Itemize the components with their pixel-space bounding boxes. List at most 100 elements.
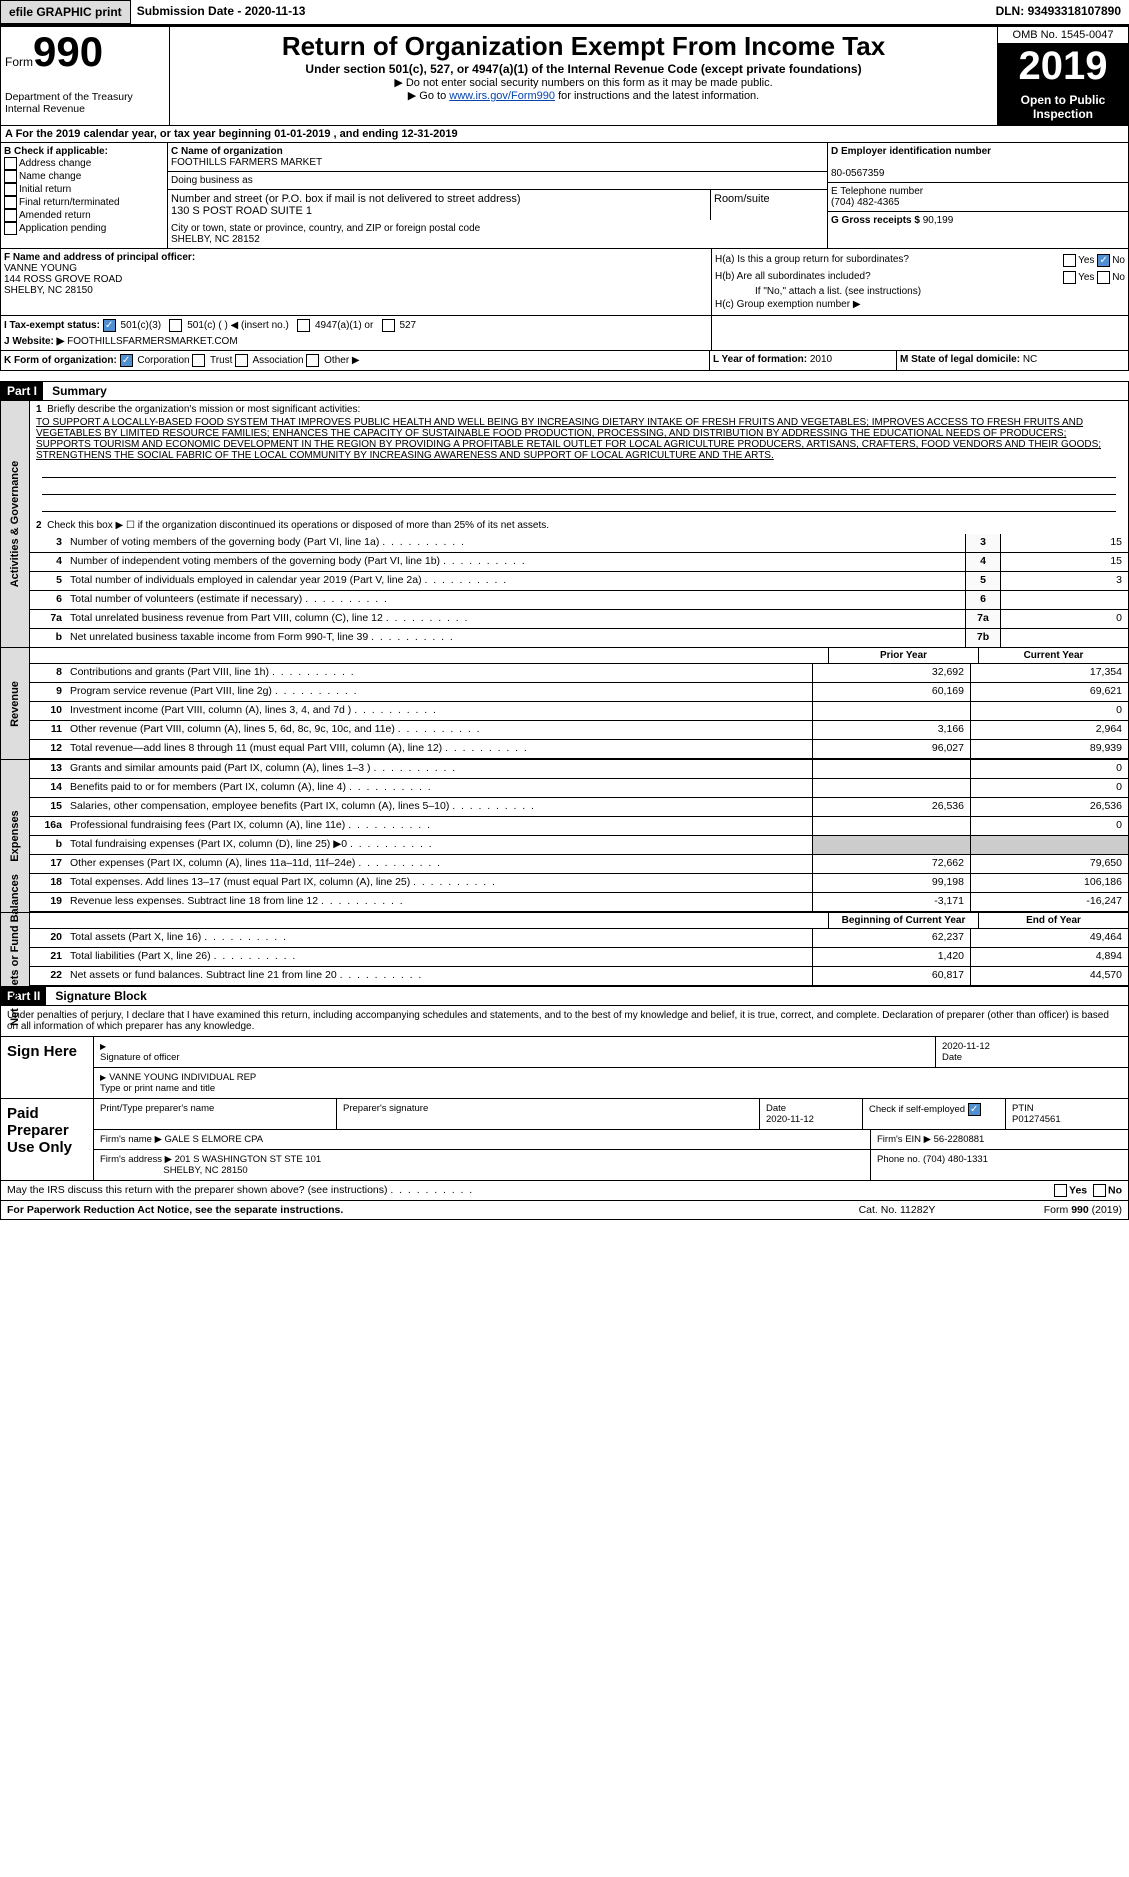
submission-date-label: Submission Date - 2020-11-13	[131, 0, 312, 24]
section-FH: F Name and address of principal officer:…	[0, 249, 1129, 316]
sign-here-label: Sign Here	[1, 1037, 94, 1098]
chk-amended-return[interactable]	[4, 209, 17, 222]
J-label: J Website: ▶	[4, 336, 64, 347]
officer-addr: 144 ROSS GROVE ROAD	[4, 274, 122, 285]
chk-discuss-yes[interactable]	[1054, 1184, 1067, 1197]
row-A: A For the 2019 calendar year, or tax yea…	[0, 126, 1129, 143]
chk-trust[interactable]	[192, 354, 205, 367]
M-label: M State of legal domicile:	[900, 354, 1020, 365]
chk-self-employed[interactable]	[968, 1103, 981, 1116]
ssn-note: ▶ Do not enter social security numbers o…	[174, 76, 993, 89]
line-16a: 16aProfessional fundraising fees (Part I…	[30, 817, 1128, 836]
vlabel-netassets: Net Assets or Fund Balances	[1, 913, 30, 986]
line-21: 21Total liabilities (Part X, line 26)1,4…	[30, 948, 1128, 967]
line-13: 13Grants and similar amounts paid (Part …	[30, 760, 1128, 779]
year-formation: 2010	[810, 354, 832, 365]
chk-Hb-yes[interactable]	[1063, 271, 1076, 284]
line-18: 18Total expenses. Add lines 13–17 (must …	[30, 874, 1128, 893]
irs-link[interactable]: www.irs.gov/Form990	[449, 90, 555, 102]
chk-other[interactable]	[306, 354, 319, 367]
preparer-sig-label: Preparer's signature	[337, 1099, 760, 1129]
chk-final-return[interactable]	[4, 196, 17, 209]
vlabel-ag: Activities & Governance	[1, 401, 30, 647]
part2-label: Part II	[1, 987, 46, 1005]
line-4: 4Number of independent voting members of…	[30, 553, 1128, 572]
chk-app-pending[interactable]	[4, 222, 17, 235]
officer-print-name: VANNE YOUNG INDIVIDUAL REP	[109, 1072, 256, 1083]
line-15: 15Salaries, other compensation, employee…	[30, 798, 1128, 817]
firm-phone: (704) 480-1331	[923, 1154, 988, 1165]
line-19: 19Revenue less expenses. Subtract line 1…	[30, 893, 1128, 912]
chk-4947[interactable]	[297, 319, 310, 332]
chk-initial-return[interactable]	[4, 183, 17, 196]
F-label: F Name and address of principal officer:	[4, 252, 195, 263]
ein-value: 80-0567359	[831, 168, 884, 179]
I-label: I Tax-exempt status:	[4, 320, 100, 331]
phone-value: (704) 482-4365	[831, 197, 899, 208]
K-label: K Form of organization:	[4, 355, 117, 366]
org-city: SHELBY, NC 28152	[171, 234, 260, 245]
line-1: 1 Briefly describe the organization's mi…	[30, 401, 1128, 517]
section-IJ: I Tax-exempt status: 501(c)(3) 501(c) ( …	[0, 316, 1129, 351]
D-label: D Employer identification number	[831, 146, 991, 157]
line-b: bTotal fundraising expenses (Part IX, co…	[30, 836, 1128, 855]
discuss-row: May the IRS discuss this return with the…	[0, 1181, 1129, 1201]
revenue-section: Revenue Prior YearCurrent Year 8Contribu…	[0, 648, 1129, 760]
col-C: C Name of organizationFOOTHILLS FARMERS …	[168, 143, 828, 248]
chk-Ha-yes[interactable]	[1063, 254, 1076, 267]
chk-corp[interactable]	[120, 354, 133, 367]
part1-label: Part I	[1, 382, 43, 400]
chk-address-change[interactable]	[4, 157, 17, 170]
firm-address: 201 S WASHINGTON ST STE 101	[175, 1154, 322, 1165]
section-BCD: B Check if applicable: Address change Na…	[0, 143, 1129, 249]
chk-501c3[interactable]	[103, 319, 116, 332]
net-assets-section: Net Assets or Fund Balances Beginning of…	[0, 913, 1129, 987]
section-KLM: K Form of organization: Corporation Trus…	[0, 351, 1129, 371]
chk-501c[interactable]	[169, 319, 182, 332]
header-left: Form990 Department of the Treasury Inter…	[1, 27, 170, 125]
line-14: 14Benefits paid to or for members (Part …	[30, 779, 1128, 798]
form-title: Return of Organization Exempt From Incom…	[174, 31, 993, 62]
col-exempt-note	[712, 316, 1128, 350]
part1-header: Part I Summary	[0, 381, 1129, 401]
chk-name-change[interactable]	[4, 170, 17, 183]
form-subtitle: Under section 501(c), 527, or 4947(a)(1)…	[174, 62, 993, 76]
chk-Ha-no[interactable]	[1097, 254, 1110, 267]
efile-print-button[interactable]: efile GRAPHIC print	[0, 0, 131, 24]
cat-no: Cat. No. 11282Y	[822, 1204, 972, 1216]
addr-label: Number and street (or P.O. box if mail i…	[171, 193, 521, 205]
ptin-value: P01274561	[1012, 1114, 1061, 1125]
part2-title: Signature Block	[49, 987, 152, 1005]
irs-label: Internal Revenue	[5, 103, 165, 115]
chk-Hb-no[interactable]	[1097, 271, 1110, 284]
line-20: 20Total assets (Part X, line 16)62,23749…	[30, 929, 1128, 948]
part1-title: Summary	[46, 382, 113, 400]
form-page: Form 990 (2019)	[972, 1204, 1122, 1216]
website-value: FOOTHILLSFARMERSMARKET.COM	[67, 336, 238, 347]
dln: DLN: 93493318107890	[988, 0, 1129, 24]
part2-header: Part II Signature Block	[0, 987, 1129, 1006]
L-label: L Year of formation:	[713, 354, 807, 365]
room-label: Room/suite	[714, 193, 770, 205]
paid-preparer-block: Paid Preparer Use Only Print/Type prepar…	[0, 1099, 1129, 1181]
sig-officer-label: Signature of officer	[100, 1052, 180, 1063]
firm-city: SHELBY, NC 28150	[163, 1165, 247, 1176]
chk-discuss-no[interactable]	[1093, 1184, 1106, 1197]
paid-preparer-label: Paid Preparer Use Only	[1, 1099, 94, 1180]
prior-year-hdr: Prior Year	[828, 648, 978, 663]
chk-527[interactable]	[382, 319, 395, 332]
line-22: 22Net assets or fund balances. Subtract …	[30, 967, 1128, 986]
dba-label: Doing business as	[171, 175, 253, 186]
line-3: 3Number of voting members of the governi…	[30, 534, 1128, 553]
line-8: 8Contributions and grants (Part VIII, li…	[30, 664, 1128, 683]
chk-assoc[interactable]	[235, 354, 248, 367]
form-990-page: efile GRAPHIC print Submission Date - 20…	[0, 0, 1129, 1220]
col-B: B Check if applicable: Address change Na…	[1, 143, 168, 248]
expenses-section: Expenses 13Grants and similar amounts pa…	[0, 760, 1129, 913]
gross-receipts: 90,199	[923, 215, 954, 226]
form-header: Form990 Department of the Treasury Inter…	[0, 26, 1129, 126]
line-b: bNet unrelated business taxable income f…	[30, 629, 1128, 647]
officer-city: SHELBY, NC 28150	[4, 285, 93, 296]
begin-year-hdr: Beginning of Current Year	[828, 913, 978, 928]
tax-year: 2019	[998, 44, 1128, 89]
